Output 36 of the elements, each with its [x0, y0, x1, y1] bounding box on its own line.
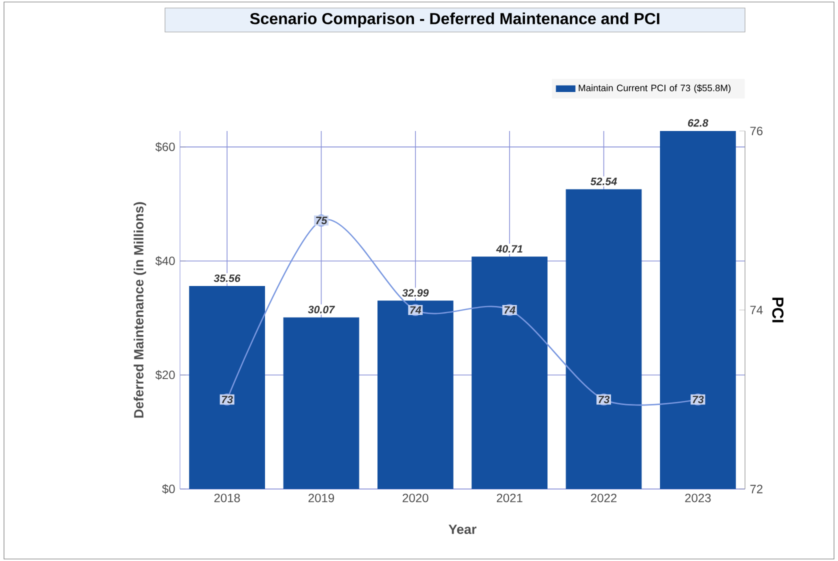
x-tick-label: 2022	[591, 494, 616, 502]
legend-label: Maintain Current PCI of 73 ($55.8M)	[578, 84, 730, 94]
x-tick-label: 2020	[402, 494, 428, 502]
data-label: 73	[222, 396, 233, 404]
x-tick-label: 2021	[496, 494, 522, 502]
data-label: 52.54	[590, 178, 617, 186]
data-label: 62.8	[688, 119, 708, 127]
y2-tick-label: 74	[750, 306, 763, 314]
y-tick-label: $0	[162, 484, 175, 494]
data-label: 74	[410, 306, 422, 314]
chart-title: Scenario Comparison - Deferred Maintenance and PCI	[250, 12, 660, 28]
data-label: 35.56	[214, 274, 240, 282]
bar	[189, 286, 266, 489]
y-tick-label: $40	[155, 256, 175, 266]
y2-tick-label: 76	[750, 126, 763, 136]
data-label: 30.07	[308, 306, 336, 314]
bar	[283, 317, 360, 489]
data-label: 73	[598, 396, 610, 404]
data-label: 32.99	[402, 289, 429, 297]
x-axis-title: Year	[448, 524, 476, 534]
x-tick-label: 2018	[214, 494, 240, 502]
y2-tick-label: 72	[750, 484, 762, 494]
data-label: 75	[316, 216, 328, 224]
data-label: 73	[692, 396, 704, 404]
y-tick-label: $60	[155, 142, 175, 152]
data-label: 40.71	[496, 245, 522, 253]
y-axis-title: Deferred Maintenance (in Millions)	[134, 202, 146, 418]
bar	[472, 256, 548, 489]
y-tick-label: $20	[155, 370, 175, 380]
bar	[660, 130, 736, 489]
bar	[377, 300, 454, 489]
y2-axis-title: PCI	[772, 298, 784, 322]
x-tick-label: 2023	[685, 494, 711, 502]
x-tick-label: 2019	[308, 494, 334, 502]
bar	[566, 189, 642, 489]
data-label: 74	[504, 306, 516, 314]
